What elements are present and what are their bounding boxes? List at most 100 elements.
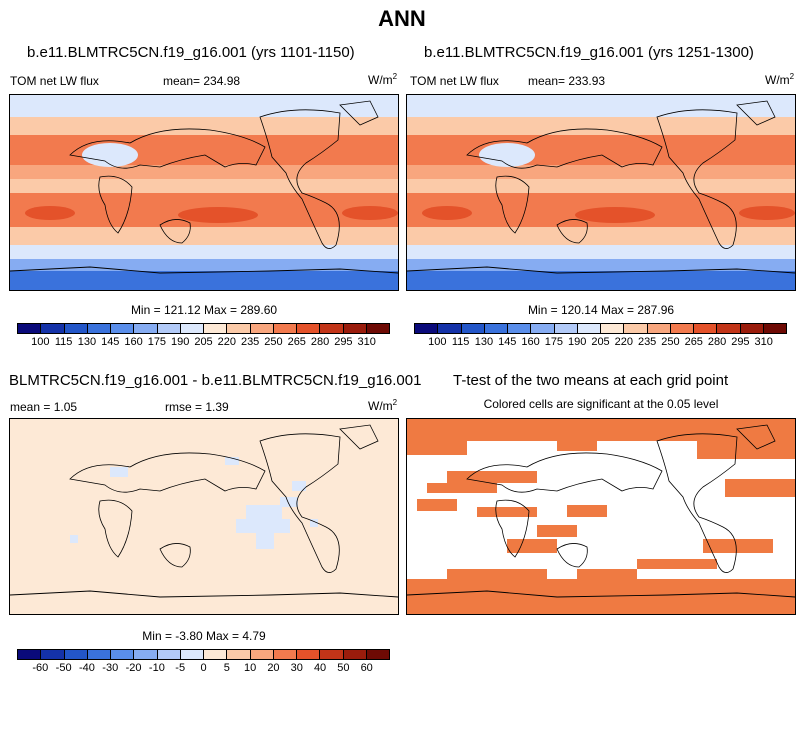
tick-label: 30 bbox=[290, 662, 303, 674]
tick-label: 100 bbox=[428, 336, 447, 348]
tick-label: 115 bbox=[451, 336, 470, 348]
color-swatch bbox=[157, 324, 181, 333]
tick-label: 310 bbox=[357, 336, 376, 348]
color-swatch bbox=[87, 324, 111, 333]
panel3-minmax: Min = -3.80 Max = 4.79 bbox=[142, 629, 266, 643]
color-swatch bbox=[415, 324, 439, 333]
tick-label: 145 bbox=[101, 336, 120, 348]
panel3-map bbox=[9, 418, 399, 615]
panel2-map bbox=[406, 94, 796, 291]
panel2-unit: W/m2 bbox=[765, 72, 795, 87]
tick-label: 280 bbox=[707, 336, 727, 348]
color-swatch bbox=[531, 324, 555, 333]
tick-label: 220 bbox=[217, 336, 236, 348]
tick-label: 175 bbox=[147, 336, 167, 348]
color-swatch bbox=[64, 324, 88, 333]
color-swatch bbox=[250, 650, 274, 659]
panel2-field-label: TOM net LW flux bbox=[410, 74, 499, 88]
tick-label: -10 bbox=[148, 662, 165, 674]
panel1-title: b.e11.BLMTRC5CN.f19_g16.001 (yrs 1101-11… bbox=[27, 44, 355, 61]
tick-label: -60 bbox=[32, 662, 49, 674]
tick-label: 190 bbox=[171, 336, 190, 348]
panel1-colorbar bbox=[17, 323, 390, 334]
tick-label: 190 bbox=[568, 336, 587, 348]
tick-label: -30 bbox=[102, 662, 119, 674]
tick-label: 250 bbox=[264, 336, 283, 348]
color-swatch bbox=[134, 650, 158, 659]
color-swatch bbox=[227, 650, 251, 659]
tick-label: 205 bbox=[194, 336, 213, 348]
color-swatch bbox=[180, 650, 204, 659]
panel4-title: T-test of the two means at each grid poi… bbox=[453, 372, 729, 389]
tick-label: 10 bbox=[244, 662, 257, 674]
color-swatch bbox=[64, 650, 88, 659]
color-swatch bbox=[250, 324, 274, 333]
color-swatch bbox=[366, 650, 389, 659]
tick-label: 130 bbox=[77, 336, 97, 348]
color-swatch bbox=[320, 650, 344, 659]
color-swatch bbox=[438, 324, 462, 333]
color-swatch bbox=[624, 324, 648, 333]
tick-label: 60 bbox=[360, 662, 373, 674]
flux-map-1 bbox=[10, 95, 398, 290]
tick-label: 100 bbox=[31, 336, 50, 348]
panel1-map bbox=[9, 94, 399, 291]
tick-label: 265 bbox=[287, 336, 306, 348]
tick-label: 175 bbox=[544, 336, 564, 348]
tick-label: 50 bbox=[337, 662, 350, 674]
panel3-mean: mean = 1.05 bbox=[10, 400, 78, 414]
color-swatch bbox=[366, 324, 389, 333]
color-swatch bbox=[111, 650, 135, 659]
panel3-colorbar bbox=[17, 649, 390, 660]
tick-label: -5 bbox=[175, 662, 186, 674]
color-swatch bbox=[227, 324, 251, 333]
color-swatch bbox=[297, 650, 321, 659]
tick-label: 265 bbox=[684, 336, 703, 348]
panel1-mean: mean= 234.98 bbox=[163, 74, 241, 88]
panel1-field-label: TOM net LW flux bbox=[10, 74, 99, 88]
tick-label: 0 bbox=[200, 662, 207, 674]
color-swatch bbox=[41, 650, 65, 659]
color-swatch bbox=[670, 324, 694, 333]
color-swatch bbox=[343, 324, 367, 333]
panel2-colorbar-ticks: 100 115 130 145 160 175 190 205 220 235 … bbox=[414, 336, 787, 350]
tick-label: 295 bbox=[334, 336, 353, 348]
tick-label: 160 bbox=[521, 336, 540, 348]
tick-label: 20 bbox=[267, 662, 280, 674]
tick-label: 235 bbox=[637, 336, 657, 348]
panel2-colorbar bbox=[414, 323, 787, 334]
panel2-mean: mean= 233.93 bbox=[528, 74, 606, 88]
tick-label: -40 bbox=[78, 662, 95, 674]
tick-label: 295 bbox=[731, 336, 750, 348]
color-swatch bbox=[717, 324, 741, 333]
color-swatch bbox=[601, 324, 625, 333]
tick-label: 115 bbox=[54, 336, 73, 348]
color-swatch bbox=[461, 324, 485, 333]
color-swatch bbox=[647, 324, 671, 333]
color-swatch bbox=[157, 650, 181, 659]
panel2-minmax: Min = 120.14 Max = 287.96 bbox=[527, 303, 675, 317]
tick-label: 160 bbox=[124, 336, 143, 348]
tick-label: -50 bbox=[55, 662, 72, 674]
color-swatch bbox=[508, 324, 532, 333]
color-swatch bbox=[694, 324, 718, 333]
tick-label: 310 bbox=[754, 336, 773, 348]
panel4-map bbox=[406, 418, 796, 615]
color-swatch bbox=[320, 324, 344, 333]
color-swatch bbox=[577, 324, 601, 333]
color-swatch bbox=[297, 324, 321, 333]
panel1-minmax: Min = 121.12 Max = 289.60 bbox=[130, 303, 278, 317]
color-swatch bbox=[740, 324, 764, 333]
panel4-subtitle: Colored cells are significant at the 0.0… bbox=[483, 397, 719, 411]
panel1-unit: W/m2 bbox=[368, 72, 398, 87]
main-title: ANN bbox=[378, 6, 426, 31]
color-swatch bbox=[111, 324, 135, 333]
tick-label: -20 bbox=[125, 662, 142, 674]
color-swatch bbox=[273, 324, 297, 333]
color-swatch bbox=[343, 650, 367, 659]
diff-map bbox=[10, 419, 398, 614]
color-swatch bbox=[87, 650, 111, 659]
color-swatch bbox=[18, 324, 42, 333]
color-swatch bbox=[41, 324, 65, 333]
panel3-rmse: rmse = 1.39 bbox=[165, 400, 229, 414]
